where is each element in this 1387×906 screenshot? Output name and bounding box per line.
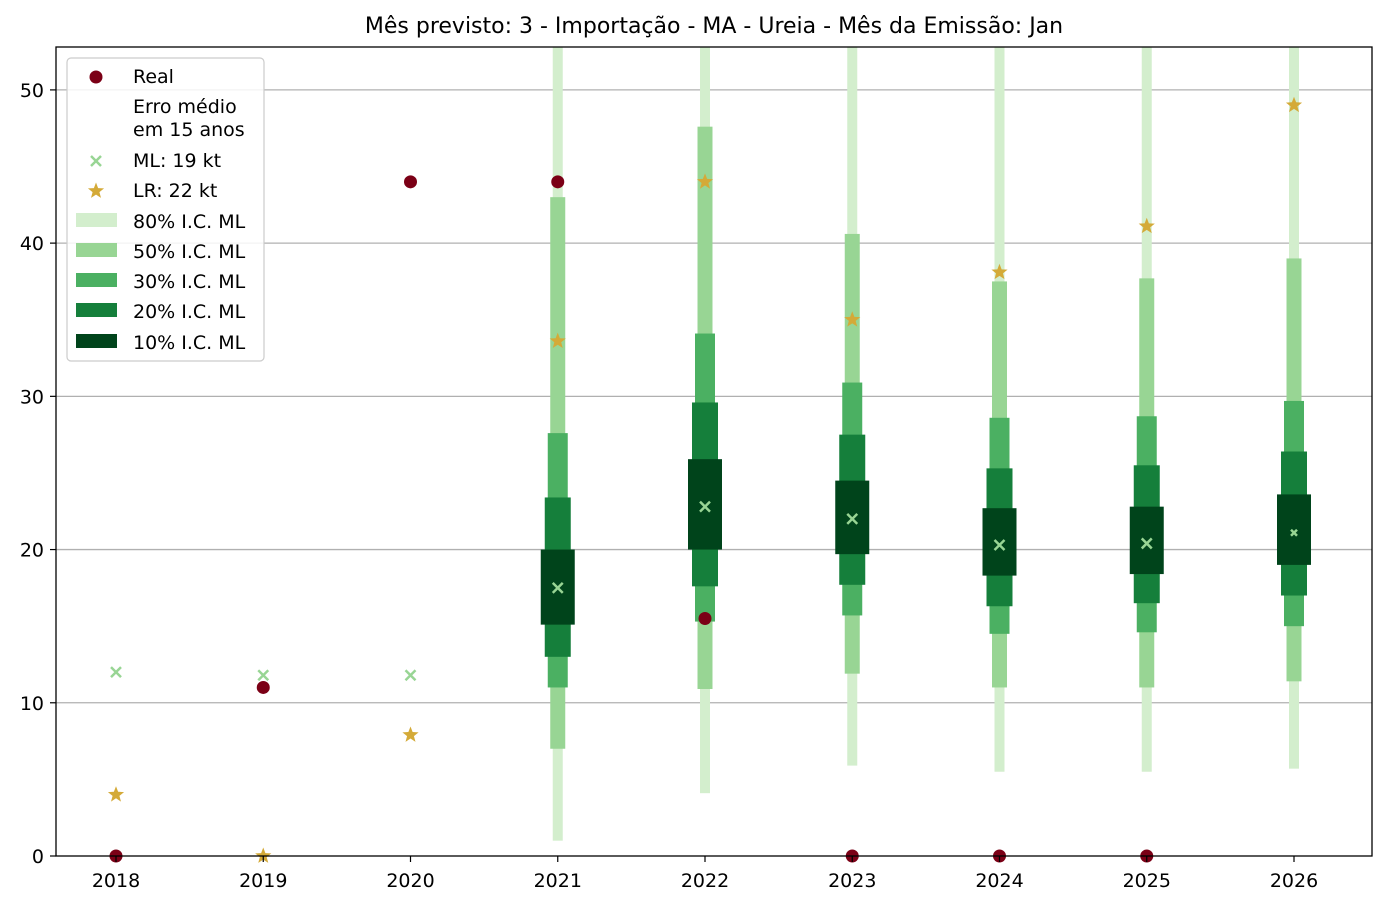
x-tick-label: 2020 <box>386 870 434 892</box>
x-tick-label: 2018 <box>92 870 140 892</box>
x-tick-label: 2023 <box>828 870 876 892</box>
x-tick-label: 2025 <box>1123 870 1171 892</box>
lr-point-2020 <box>402 726 419 742</box>
legend-ci50-label: 50% I.C. ML <box>133 241 246 263</box>
ci10-bar-2024 <box>982 508 1017 576</box>
ci10-bar-2026 <box>1277 494 1311 565</box>
real-point-2022 <box>698 612 712 626</box>
ci10-bar-2022 <box>688 459 722 550</box>
ml-point-2018 <box>110 666 122 679</box>
ml-point-2026 <box>1290 528 1298 537</box>
x-tick-label: 2024 <box>975 870 1023 892</box>
x-tick-label: 2022 <box>681 870 729 892</box>
legend-ci10-swatch <box>76 334 117 348</box>
legend-ml-marker <box>90 155 102 167</box>
legend-lr-marker <box>87 182 105 198</box>
ci10-bar-2025 <box>1129 506 1164 575</box>
legend-ci30-label: 30% I.C. ML <box>133 271 246 293</box>
legend-ci30-swatch <box>76 273 117 287</box>
legend-note-line1: Erro médio <box>133 96 237 118</box>
plot-frame <box>55 46 1373 857</box>
y-tick-label: 50 <box>20 80 44 102</box>
legend-lr-label: LR: 22 kt <box>133 180 217 202</box>
ml-point-2020 <box>404 669 417 682</box>
legend-real-label: Real <box>133 66 174 88</box>
legend-ci20-swatch <box>76 303 117 317</box>
y-tick-label: 20 <box>20 540 44 562</box>
lr-point-2026 <box>1285 96 1303 113</box>
real-point-2020 <box>404 175 417 189</box>
ml-point-2025 <box>1140 537 1153 550</box>
y-tick-label: 30 <box>20 386 44 408</box>
legend-ci80-label: 80% I.C. ML <box>133 211 246 233</box>
x-tick-label: 2019 <box>239 870 287 892</box>
legend: Real Erro médio em 15 anos ML: 19 kt LR:… <box>66 57 265 362</box>
lr-point-2025 <box>1138 217 1155 234</box>
ml-point-2022 <box>699 500 711 513</box>
x-tick-label: 2026 <box>1270 870 1318 892</box>
lr-point-2019 <box>255 847 272 863</box>
lr-point-2022 <box>696 173 714 189</box>
ml-point-2023 <box>846 513 859 525</box>
lr-point-2021 <box>549 332 566 349</box>
lr-point-2018 <box>107 786 125 802</box>
legend-ci20-label: 20% I.C. ML <box>133 301 246 323</box>
ml-point-2019 <box>257 669 270 682</box>
axes: 0 10 20 30 40 50 2018 2019 2020 2021 2022 2023 2024 2… <box>20 80 1318 892</box>
confidence-intervals <box>540 47 1311 841</box>
y-tick-label: 40 <box>20 233 44 255</box>
lr-point-2023 <box>844 311 861 327</box>
lr-point-2024 <box>991 263 1008 280</box>
y-tick-label: 10 <box>20 693 44 715</box>
x-tick-label: 2021 <box>534 870 582 892</box>
real-point-2019 <box>256 680 270 694</box>
real-point-2021 <box>551 175 565 189</box>
legend-real-marker <box>89 70 103 84</box>
ml-point-2021 <box>551 581 564 594</box>
legend-ml-label: ML: 19 kt <box>133 150 221 172</box>
legend-ci10-label: 10% I.C. ML <box>133 332 246 354</box>
legend-ci80-swatch <box>76 213 117 227</box>
ml-point-2024 <box>993 539 1006 551</box>
legend-ci50-swatch <box>76 243 117 257</box>
data-points <box>107 96 1303 863</box>
legend-note-line2: em 15 anos <box>133 119 245 141</box>
chart-title: Mês previsto: 3 - Importação - MA - Urei… <box>365 14 1063 39</box>
y-tick-label: 0 <box>32 846 44 868</box>
